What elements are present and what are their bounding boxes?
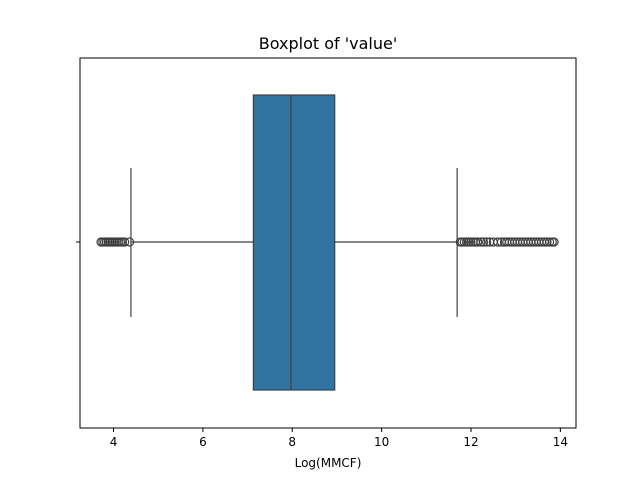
x-tick-label: 6 bbox=[199, 435, 207, 449]
x-tick-label: 10 bbox=[374, 435, 389, 449]
outlier-point-high bbox=[549, 237, 559, 247]
x-axis-label: Log(MMCF) bbox=[295, 456, 362, 470]
x-tick-label: 14 bbox=[553, 435, 568, 449]
chart-title: Boxplot of 'value' bbox=[259, 34, 398, 53]
x-tick-label: 8 bbox=[288, 435, 296, 449]
outlier-point-high bbox=[476, 237, 486, 247]
outlier-point-high bbox=[542, 237, 552, 247]
plot-area bbox=[96, 94, 559, 391]
outlier-point-low bbox=[125, 237, 135, 247]
axes-frame bbox=[79, 57, 577, 429]
x-axis: 4 6 8 10 12 14 bbox=[76, 241, 568, 449]
iqr-box bbox=[252, 94, 336, 391]
outlier-point-high bbox=[478, 237, 489, 247]
outlier-point-high bbox=[545, 237, 555, 247]
x-tick-label: 4 bbox=[110, 435, 118, 449]
x-tick-label: 12 bbox=[463, 435, 478, 449]
outlier-point-high bbox=[473, 237, 483, 247]
outlier-point-high bbox=[482, 237, 492, 247]
outlier-point-low bbox=[120, 237, 130, 247]
outlier-point-high bbox=[493, 237, 503, 247]
